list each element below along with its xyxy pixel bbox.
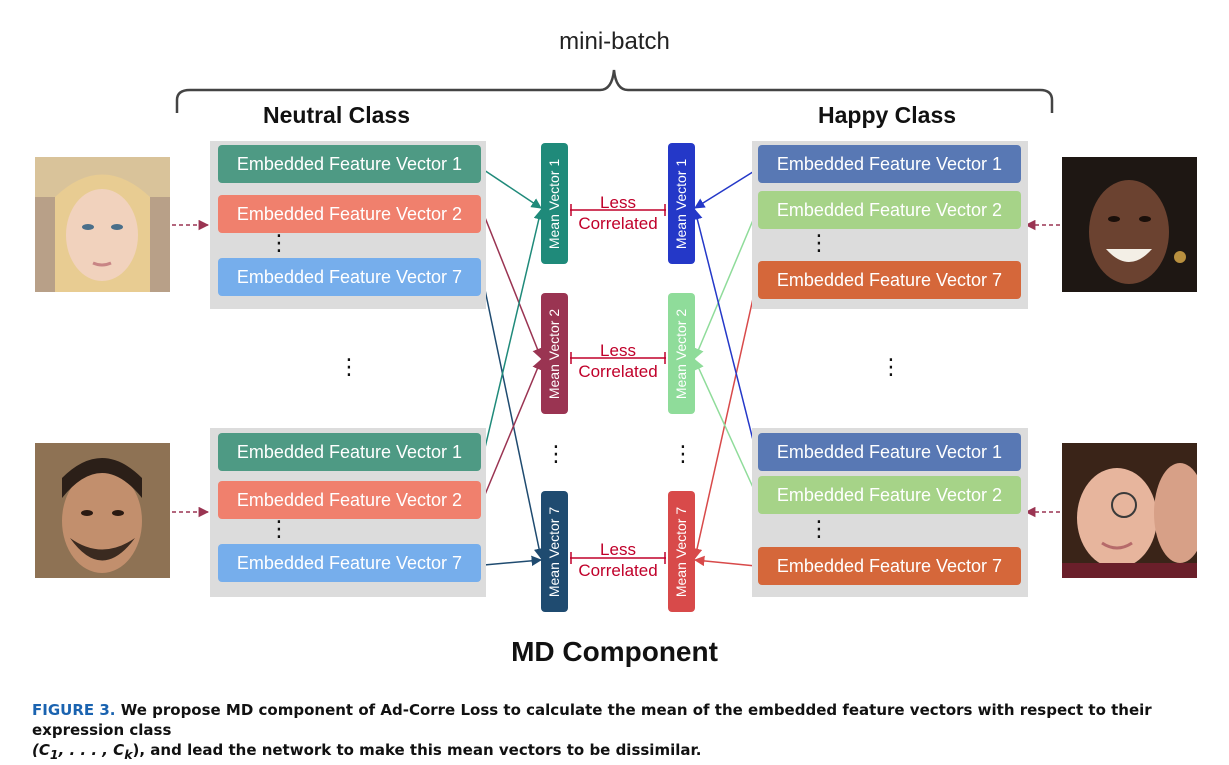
connector-lines (172, 69, 1060, 567)
neutral-1-fv7: Embedded Feature Vector 7 (218, 258, 481, 296)
neutral-1-fv1: Embedded Feature Vector 1 (218, 145, 481, 183)
neutral-2-fv2: Embedded Feature Vector 2 (218, 481, 481, 519)
link-h1-fv1-mean1 (694, 169, 757, 209)
link-n1-fv1-mean1 (483, 169, 542, 209)
neutral-mean-vector-2: Mean Vector 2 (541, 293, 568, 414)
link-h2-fv2-mean2 (694, 359, 757, 495)
link-h1-fv7-mean7 (691, 284, 757, 560)
caption-text-a: We propose MD component of Ad-Corre Loss… (32, 701, 1152, 739)
neutral-2-fv1: Embedded Feature Vector 1 (218, 433, 481, 471)
less-correlated-2: Less Correlated (578, 341, 658, 381)
caption-sub-k: k (124, 747, 133, 762)
neutral-mean-vector-7: Mean Vector 7 (541, 491, 568, 612)
neutral-class-title: Neutral Class (263, 102, 411, 128)
caption-label: FIGURE 3. (32, 701, 116, 719)
face-neutral-2 (35, 443, 170, 578)
link-h1-fv2-mean2 (693, 212, 757, 359)
link-n2-fv2-mean2 (483, 359, 543, 498)
face-neutral-1 (35, 157, 170, 292)
face-happy-2 (1062, 443, 1197, 578)
happy-mean-vector-2: Mean Vector 2 (668, 293, 695, 414)
happy-between-dots: ⋮ (880, 354, 902, 379)
neutral-2-fv7: Embedded Feature Vector 7 (218, 544, 481, 582)
happy-1-fv1: Embedded Feature Vector 1 (758, 145, 1021, 183)
caption-sub-1: 1 (49, 747, 59, 762)
link-n2-fv1-mean1 (483, 208, 544, 453)
neutral-2-dots: ⋮ (268, 516, 290, 541)
link-n1-fv7-mean7 (483, 284, 545, 560)
link-n1-fv2-mean2 (483, 214, 543, 359)
happy-1-fv7: Embedded Feature Vector 7 (758, 261, 1021, 299)
less-correlated-7: Less Correlated (578, 540, 658, 580)
neutral-1-fv2: Embedded Feature Vector 2 (218, 195, 481, 233)
happy-2-fv7: Embedded Feature Vector 7 (758, 547, 1021, 585)
happy-mean-vector-1: Mean Vector 1 (668, 143, 695, 264)
happy-mean-dots: ⋮ (672, 441, 694, 466)
mini-batch-brace (175, 69, 1054, 113)
link-h2-fv1-mean1 (692, 208, 757, 453)
neutral-mean-dots: ⋮ (545, 441, 567, 466)
md-component-label: MD Component (511, 636, 718, 667)
link-h2-fv7-mean7 (693, 555, 757, 567)
happy-1-fv2: Embedded Feature Vector 2 (758, 191, 1021, 229)
happy-1-dots: ⋮ (808, 230, 830, 255)
less-correlated-1: Less Correlated (578, 193, 658, 233)
happy-class-title: Happy Class (818, 102, 957, 128)
happy-2-dots: ⋮ (808, 516, 830, 541)
link-n2-fv7-mean7 (483, 555, 543, 567)
figure-caption: FIGURE 3. We propose MD component of Ad-… (32, 700, 1202, 765)
neutral-between-dots: ⋮ (338, 354, 360, 379)
happy-2-fv1: Embedded Feature Vector 1 (758, 433, 1021, 471)
neutral-mean-vector-1: Mean Vector 1 (541, 143, 568, 264)
happy-mean-vector-7: Mean Vector 7 (668, 491, 695, 612)
face-happy-1 (1062, 157, 1197, 292)
happy-2-fv2: Embedded Feature Vector 2 (758, 476, 1021, 514)
neutral-1-dots: ⋮ (268, 230, 290, 255)
mini-batch-label: mini-batch (559, 28, 670, 55)
